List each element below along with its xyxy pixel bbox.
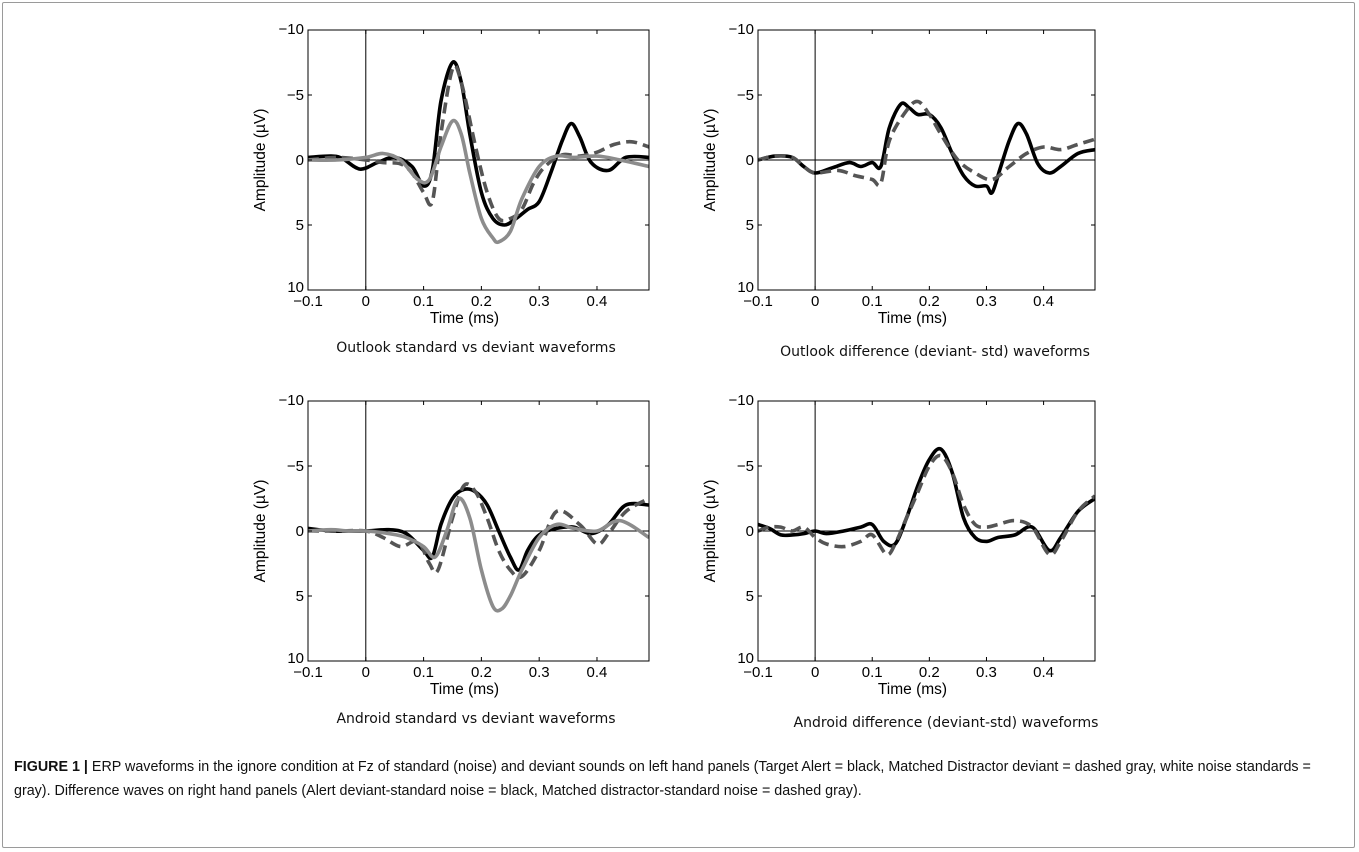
y-tick-label: 10 — [737, 650, 754, 667]
x-tick-label: 0.4 — [1033, 293, 1054, 310]
x-axis-label: Time (ms) — [430, 681, 499, 698]
x-tick-label: −0.1 — [293, 293, 323, 310]
x-tick-label: 0 — [811, 664, 819, 681]
chart-panel-3: −0.1 0 0.1 0.2 0.3 0.4 −10 −5 0 5 10 Time (ms) Ampli… — [252, 392, 650, 698]
y-axis-label: Amplitude (µV) — [252, 109, 269, 212]
y-axis-label: Amplitude (µV) — [702, 480, 719, 583]
panel-caption-4: Android difference (deviant-std) wavefor… — [793, 715, 1099, 731]
y-tick-label: −10 — [729, 21, 754, 38]
x-axis-label: Time (ms) — [878, 681, 947, 698]
series-line-black — [758, 101, 1095, 196]
x-tick-label: 0 — [811, 293, 819, 310]
chart-panel-1: −0.1 0 0.1 0.2 0.3 0.4 −10 −5 0 5 10 Time (ms) Ampli… — [252, 21, 650, 327]
x-tick-label: 0.3 — [976, 664, 997, 681]
x-tick-label: 0.3 — [529, 664, 550, 681]
x-tick-label: 0.1 — [413, 664, 434, 681]
x-tick-label: 0.2 — [471, 664, 492, 681]
x-tick-label: 0.1 — [862, 664, 883, 681]
y-tick-label: 0 — [296, 152, 304, 169]
chart-panel-2: −0.1 0 0.1 0.2 0.3 0.4 −10 −5 0 5 10 Time (ms) Ampli… — [702, 21, 1096, 327]
panel-caption-2: Outlook difference (deviant- std) wavefo… — [780, 344, 1090, 360]
y-axis-label: Amplitude (µV) — [702, 109, 719, 212]
x-tick-label: 0.3 — [976, 293, 997, 310]
y-tick-label: 10 — [287, 650, 304, 667]
y-tick-label: 0 — [296, 523, 304, 540]
x-tick-label: 0.3 — [529, 293, 550, 310]
series-line-gray — [308, 118, 649, 245]
x-tick-label: 0.2 — [471, 293, 492, 310]
x-tick-label: 0.2 — [919, 293, 940, 310]
chart-panel-4: −0.1 0 0.1 0.2 0.3 0.4 −10 −5 0 5 10 Time (ms) Ampli… — [702, 392, 1096, 698]
x-tick-label: 0 — [362, 293, 370, 310]
y-tick-label: 5 — [296, 217, 304, 234]
series-line-dashed-gray — [758, 99, 1095, 188]
y-tick-label: −10 — [279, 392, 304, 409]
series-line-black — [758, 446, 1095, 553]
y-tick-label: −5 — [737, 458, 754, 475]
y-tick-label: −5 — [287, 458, 304, 475]
y-tick-label: −5 — [737, 87, 754, 104]
y-tick-label: 0 — [746, 152, 754, 169]
x-axis-label: Time (ms) — [878, 310, 947, 327]
panel-caption-3: Android standard vs deviant waveforms — [336, 711, 616, 727]
series-line-dashed-gray — [308, 482, 649, 580]
x-tick-label: 0.2 — [919, 664, 940, 681]
series-line-gray — [308, 496, 649, 613]
x-tick-label: 0.1 — [862, 293, 883, 310]
x-tick-label: 0.4 — [1033, 664, 1054, 681]
figure-label: FIGURE 1 | — [14, 759, 88, 775]
x-tick-label: −0.1 — [743, 293, 773, 310]
y-tick-label: −10 — [279, 21, 304, 38]
y-tick-label: 5 — [746, 588, 754, 605]
x-tick-label: −0.1 — [293, 664, 323, 681]
y-tick-label: 10 — [287, 279, 304, 296]
panel-caption-1: Outlook standard vs deviant waveforms — [336, 340, 616, 356]
series-line-dashed-gray — [308, 63, 649, 223]
y-tick-label: −10 — [729, 392, 754, 409]
x-tick-label: 0 — [362, 664, 370, 681]
y-tick-label: 5 — [746, 217, 754, 234]
x-tick-label: 0.1 — [413, 293, 434, 310]
y-tick-label: 0 — [746, 523, 754, 540]
x-axis-label: Time (ms) — [430, 310, 499, 327]
figure-caption-text: ERP waveforms in the ignore condition at… — [14, 759, 1311, 799]
y-tick-label: −5 — [287, 87, 304, 104]
x-tick-label: −0.1 — [743, 664, 773, 681]
figure-caption: FIGURE 1 | ERP waveforms in the ignore c… — [14, 755, 1339, 803]
x-tick-label: 0.4 — [587, 664, 608, 681]
series-line-black — [308, 60, 649, 227]
series-line-dashed-gray — [758, 453, 1095, 557]
y-tick-label: 5 — [296, 588, 304, 605]
y-tick-label: 10 — [737, 279, 754, 296]
y-axis-label: Amplitude (µV) — [252, 480, 269, 583]
x-tick-label: 0.4 — [587, 293, 608, 310]
